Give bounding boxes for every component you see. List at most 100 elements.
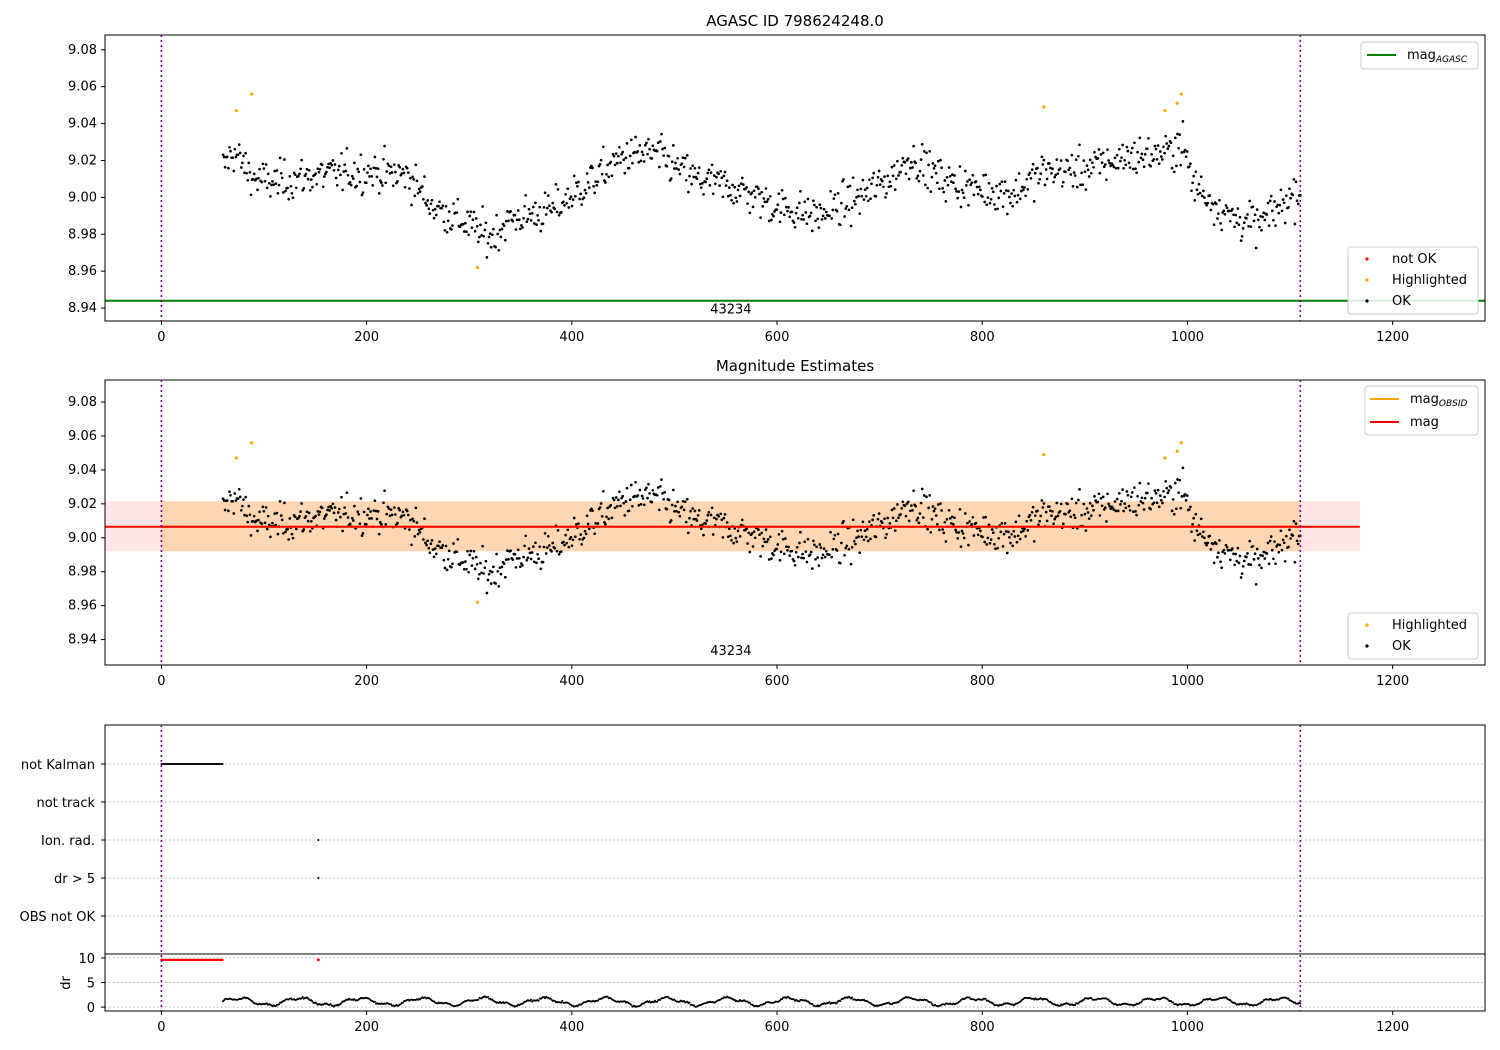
dr-point: [353, 998, 356, 1001]
ok-point: [573, 535, 577, 539]
ok-point: [699, 186, 703, 189]
ok-point: [1224, 204, 1228, 207]
ok-point: [1078, 488, 1081, 491]
ok-point: [878, 183, 882, 186]
ok-point: [336, 168, 340, 172]
ok-point: [999, 530, 1003, 534]
ok-point: [1158, 150, 1162, 153]
ok-point: [1179, 163, 1183, 167]
ok-point: [307, 511, 311, 515]
y-tick-label: 8.98: [68, 227, 97, 242]
ok-point: [1203, 196, 1206, 199]
ok-point: [348, 180, 352, 184]
ok-point: [1234, 213, 1238, 217]
ok-point: [804, 550, 808, 553]
ok-point: [228, 490, 231, 494]
ok-point: [813, 543, 816, 547]
ok-point: [677, 510, 681, 514]
ok-point: [762, 537, 766, 541]
ok-point: [545, 546, 549, 549]
ok-point: [835, 209, 839, 213]
ok-point: [492, 227, 495, 231]
ok-point: [938, 187, 941, 191]
ok-point: [1274, 562, 1277, 566]
ok-point: [916, 516, 920, 520]
ok-point: [1149, 164, 1152, 168]
ok-point: [787, 545, 790, 549]
ok-point: [1209, 548, 1213, 551]
ok-point: [251, 177, 255, 181]
ok-point: [274, 182, 278, 185]
ok-point: [520, 224, 523, 227]
ok-point: [1142, 508, 1146, 511]
dr-point: [793, 998, 795, 1001]
ok-point: [1256, 557, 1260, 560]
ok-point: [692, 175, 696, 179]
ok-point: [507, 557, 510, 561]
ok-point: [1053, 517, 1057, 521]
ok-point: [911, 166, 914, 169]
ok-point: [645, 486, 648, 490]
ok-point: [767, 219, 771, 223]
ok-point: [225, 155, 229, 159]
ok-point: [1115, 497, 1119, 501]
ok-point: [1180, 495, 1184, 498]
ok-point: [972, 193, 976, 197]
ok-point: [600, 515, 604, 518]
ok-point: [748, 550, 752, 554]
ok-point: [342, 170, 346, 173]
ok-point: [1178, 478, 1182, 482]
highlighted-point: [234, 109, 238, 113]
ok-point: [622, 501, 626, 505]
ok-point: [746, 542, 749, 545]
ok-point: [1025, 177, 1029, 181]
ok-point: [640, 494, 644, 498]
ok-point: [264, 506, 268, 509]
ok-point: [1279, 188, 1283, 192]
ok-point: [806, 197, 810, 201]
ok-point: [820, 218, 824, 221]
ok-point: [860, 535, 864, 539]
ok-point: [333, 506, 337, 509]
ok-point: [1105, 178, 1108, 182]
dr-point: [781, 998, 784, 1000]
ok-point: [294, 527, 298, 531]
dr-point: [839, 1000, 842, 1003]
dr-point: [300, 997, 303, 1000]
ok-point: [938, 528, 941, 532]
x-tick-label: 1000: [1171, 674, 1204, 689]
ok-point: [1060, 185, 1064, 188]
ok-point: [1289, 196, 1292, 200]
ok-point: [1147, 137, 1150, 140]
not-kalman-mark: [221, 762, 224, 766]
ok-point: [487, 235, 491, 239]
ok-point: [787, 206, 790, 209]
ok-point: [818, 203, 822, 207]
dr-point: [530, 998, 533, 1001]
ok-point: [469, 549, 473, 553]
ok-point: [1005, 212, 1009, 216]
x-tick-label: 600: [765, 1020, 790, 1035]
ok-point: [947, 508, 951, 512]
ok-point: [1117, 492, 1121, 495]
dr-point: [278, 1003, 280, 1006]
ok-point: [242, 154, 245, 158]
ok-point: [962, 196, 966, 200]
ok-point: [887, 185, 891, 189]
ok-point: [480, 571, 483, 575]
ok-point: [904, 514, 908, 518]
ok-point: [975, 185, 979, 189]
ok-point: [400, 514, 404, 518]
ok-point: [566, 528, 570, 532]
legend-mag-agasc-sub: AGASC: [1435, 55, 1468, 65]
ok-point: [727, 527, 731, 531]
ok-point: [1002, 532, 1006, 536]
ok-point: [361, 532, 365, 535]
ok-point: [427, 207, 431, 211]
ok-point: [565, 541, 569, 545]
ok-point: [1078, 143, 1081, 147]
ok-point: [745, 185, 748, 189]
ok-point: [426, 539, 430, 543]
